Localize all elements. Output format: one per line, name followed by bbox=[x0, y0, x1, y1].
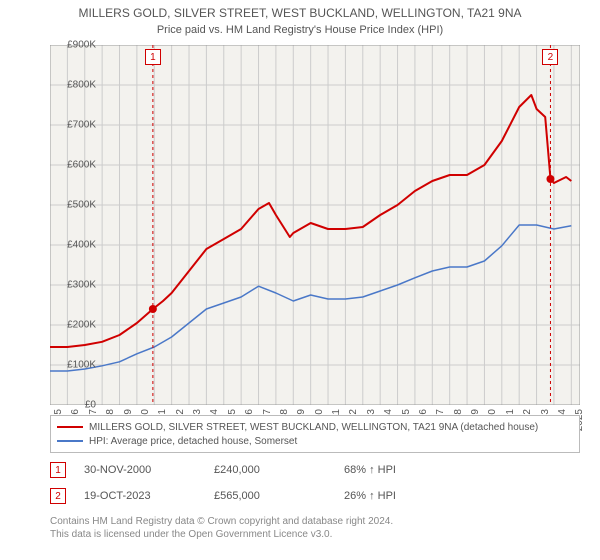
legend-label: HPI: Average price, detached house, Some… bbox=[89, 436, 297, 447]
y-axis-label: £400K bbox=[56, 240, 96, 251]
y-axis-label: £800K bbox=[56, 80, 96, 91]
sale-marker-box: 2 bbox=[542, 49, 558, 65]
marker-change: 26% ↑ HPI bbox=[344, 490, 396, 502]
marker-price: £565,000 bbox=[214, 490, 344, 502]
marker-change: 68% ↑ HPI bbox=[344, 464, 396, 476]
legend-row: HPI: Average price, detached house, Some… bbox=[57, 434, 573, 448]
marker-ref-box: 1 bbox=[50, 462, 66, 478]
marker-row: 1 30-NOV-2000 £240,000 68% ↑ HPI bbox=[50, 462, 580, 478]
attribution-line: This data is licensed under the Open Gov… bbox=[50, 528, 580, 541]
attribution: Contains HM Land Registry data © Crown c… bbox=[50, 515, 580, 541]
y-axis-label: £200K bbox=[56, 320, 96, 331]
attribution-line: Contains HM Land Registry data © Crown c… bbox=[50, 515, 580, 528]
chart-svg bbox=[50, 45, 580, 405]
legend-swatch bbox=[57, 440, 83, 442]
y-axis-label: £100K bbox=[56, 360, 96, 371]
marker-date: 30-NOV-2000 bbox=[84, 464, 214, 476]
marker-date: 19-OCT-2023 bbox=[84, 490, 214, 502]
chart-subtitle: Price paid vs. HM Land Registry's House … bbox=[0, 22, 600, 36]
sale-marker-box: 1 bbox=[145, 49, 161, 65]
chart-container: MILLERS GOLD, SILVER STREET, WEST BUCKLA… bbox=[0, 0, 600, 560]
legend-label: MILLERS GOLD, SILVER STREET, WEST BUCKLA… bbox=[89, 422, 538, 433]
legend-box: MILLERS GOLD, SILVER STREET, WEST BUCKLA… bbox=[50, 415, 580, 453]
y-axis-label: £300K bbox=[56, 280, 96, 291]
legend-swatch bbox=[57, 426, 83, 428]
chart-title: MILLERS GOLD, SILVER STREET, WEST BUCKLA… bbox=[0, 0, 600, 22]
y-axis-label: £900K bbox=[56, 40, 96, 51]
chart-area: £0£100K£200K£300K£400K£500K£600K£700K£80… bbox=[50, 45, 580, 405]
y-axis-label: £700K bbox=[56, 120, 96, 131]
marker-row: 2 19-OCT-2023 £565,000 26% ↑ HPI bbox=[50, 488, 580, 504]
marker-ref-box: 2 bbox=[50, 488, 66, 504]
y-axis-label: £500K bbox=[56, 200, 96, 211]
marker-price: £240,000 bbox=[214, 464, 344, 476]
y-axis-label: £600K bbox=[56, 160, 96, 171]
legend-row: MILLERS GOLD, SILVER STREET, WEST BUCKLA… bbox=[57, 420, 573, 434]
